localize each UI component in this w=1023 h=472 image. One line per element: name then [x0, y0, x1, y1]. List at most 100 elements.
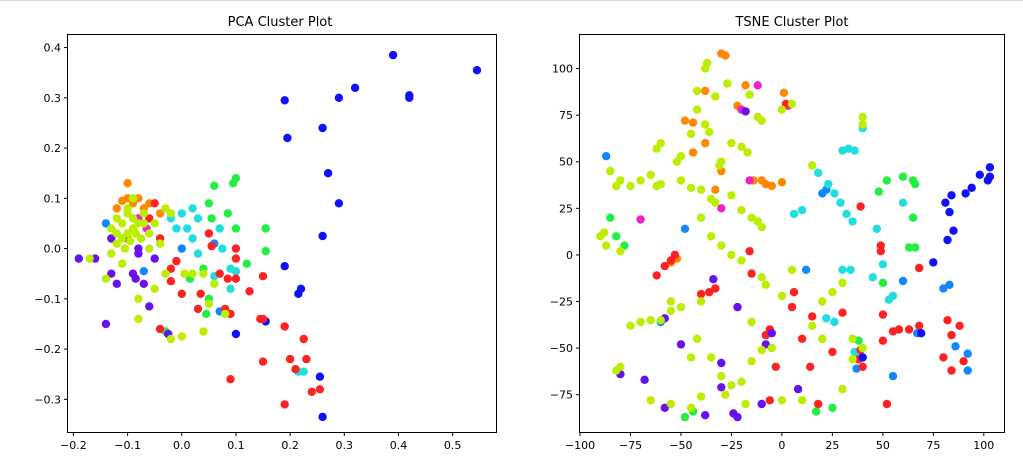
tsne-data-point [777, 396, 787, 405]
tsne-data-point [801, 265, 811, 274]
pca-data-point [231, 329, 241, 339]
pca-data-point [172, 256, 181, 266]
tsne-data-point [915, 263, 924, 273]
pca-data-point [161, 269, 170, 278]
tsne-data-point [836, 198, 845, 207]
tsne-data-point [717, 241, 726, 250]
pca-data-point [112, 239, 122, 248]
tsne-data-point [951, 342, 960, 351]
tsne-data-point [686, 353, 696, 362]
pca-data-point [150, 219, 159, 228]
tsne-data-point [941, 198, 950, 207]
tsne-data-point [830, 317, 839, 327]
tsne-data-point [612, 366, 621, 375]
tsne-data-point [705, 288, 714, 297]
tsne-data-point [646, 316, 655, 325]
tsne-data-point [882, 399, 892, 409]
pca-axes: −0.2 −0.1 0.0 0.1 0.2 0.3 0.4 0.5 −0.3 −0.2 −0.1 0.… [34, 42, 461, 452]
tsne-data-point [975, 170, 984, 179]
pca-data-point [261, 246, 270, 256]
pca-data-point [188, 204, 197, 213]
tsne-data-point [876, 247, 885, 256]
tsne-y-tick-label: −75 [550, 389, 573, 402]
tsne-data-point [848, 217, 857, 226]
tsne-x-tick-label: −75 [619, 439, 642, 452]
pca-data-point [280, 400, 289, 409]
pca-y-tick-label: −0.2 [34, 343, 61, 356]
pca-data-point [242, 259, 251, 268]
pca-data-point [318, 231, 327, 241]
tsne-data-point [868, 273, 877, 282]
tsne-data-point [848, 355, 857, 364]
tsne-data-point [692, 105, 702, 114]
tsne-data-point [688, 118, 698, 127]
tsne-data-point [818, 334, 827, 343]
pca-data-point [128, 269, 138, 278]
tsne-data-point [670, 250, 680, 260]
pca-data-point [207, 241, 216, 251]
tsne-data-point [743, 148, 752, 157]
tsne-data-point [652, 144, 661, 153]
tsne-data-point [882, 176, 892, 185]
tsne-data-point [947, 191, 956, 200]
pca-data-point [107, 269, 116, 278]
tsne-data-point [741, 399, 750, 409]
pca-data-point [299, 334, 308, 344]
tsne-x-tick-label: 100 [973, 439, 994, 452]
tsne-data-point [878, 336, 888, 345]
tsne-data-point [672, 157, 682, 166]
pca-data-point [199, 269, 208, 278]
tsne-cluster-plot: TSNE Cluster Plot −100 −75 −50 −25 0 25 50 75 10… [550, 15, 1005, 452]
pca-data-point [231, 267, 241, 276]
tsne-data-point [705, 127, 714, 137]
pca-data-point [107, 224, 116, 233]
tsne-data-point [963, 366, 972, 375]
tsne-data-point [745, 90, 754, 99]
tsne-data-point [696, 213, 706, 222]
pca-data-point [202, 309, 211, 319]
tsne-data-point [856, 202, 865, 211]
tsne-data-point [711, 185, 720, 194]
pca-data-point [223, 209, 232, 218]
pca-data-point [188, 269, 197, 278]
tsne-data-point [686, 183, 696, 192]
tsne-data-point [737, 256, 746, 265]
tsne-data-point [846, 265, 855, 274]
pca-data-point [134, 294, 143, 303]
pca-y-tick-label: 0.3 [44, 92, 62, 105]
tsne-data-point [696, 392, 706, 401]
pca-data-point [294, 289, 303, 298]
tsne-data-point [616, 247, 625, 256]
pca-data-point [231, 274, 241, 283]
tsne-data-point [701, 64, 710, 73]
tsne-data-point [858, 343, 867, 353]
tsne-data-point [646, 396, 655, 405]
tsne-data-point [904, 325, 914, 334]
tsne-y-tick-label: 50 [559, 156, 573, 169]
tsne-data-point [904, 243, 914, 252]
tsne-data-point [838, 308, 847, 317]
tsne-data-point [777, 178, 787, 187]
tsne-data-point [878, 260, 888, 269]
tsne-data-point [727, 381, 736, 390]
pca-y-tick-label: 0.0 [44, 243, 62, 256]
tsne-data-point [947, 330, 956, 340]
tsne-data-point [822, 314, 831, 323]
tsne-y-tick-label: 75 [559, 109, 573, 122]
tsne-data-point [797, 334, 807, 343]
tsne-data-point [789, 209, 799, 219]
pca-data-point [166, 334, 176, 344]
pca-data-point [258, 357, 268, 366]
tsne-data-point [701, 411, 710, 420]
pca-data-point [112, 279, 122, 288]
tsne-data-point [676, 302, 686, 312]
tsne-data-point [666, 297, 676, 306]
pca-data-point [405, 93, 414, 103]
pca-data-point [107, 249, 116, 258]
tsne-data-point [696, 297, 706, 306]
tsne-data-point [894, 325, 904, 334]
pca-data-point [315, 372, 325, 381]
tsne-data-point [636, 215, 645, 224]
tsne-data-point [692, 86, 702, 96]
tsne-data-point [828, 403, 837, 412]
